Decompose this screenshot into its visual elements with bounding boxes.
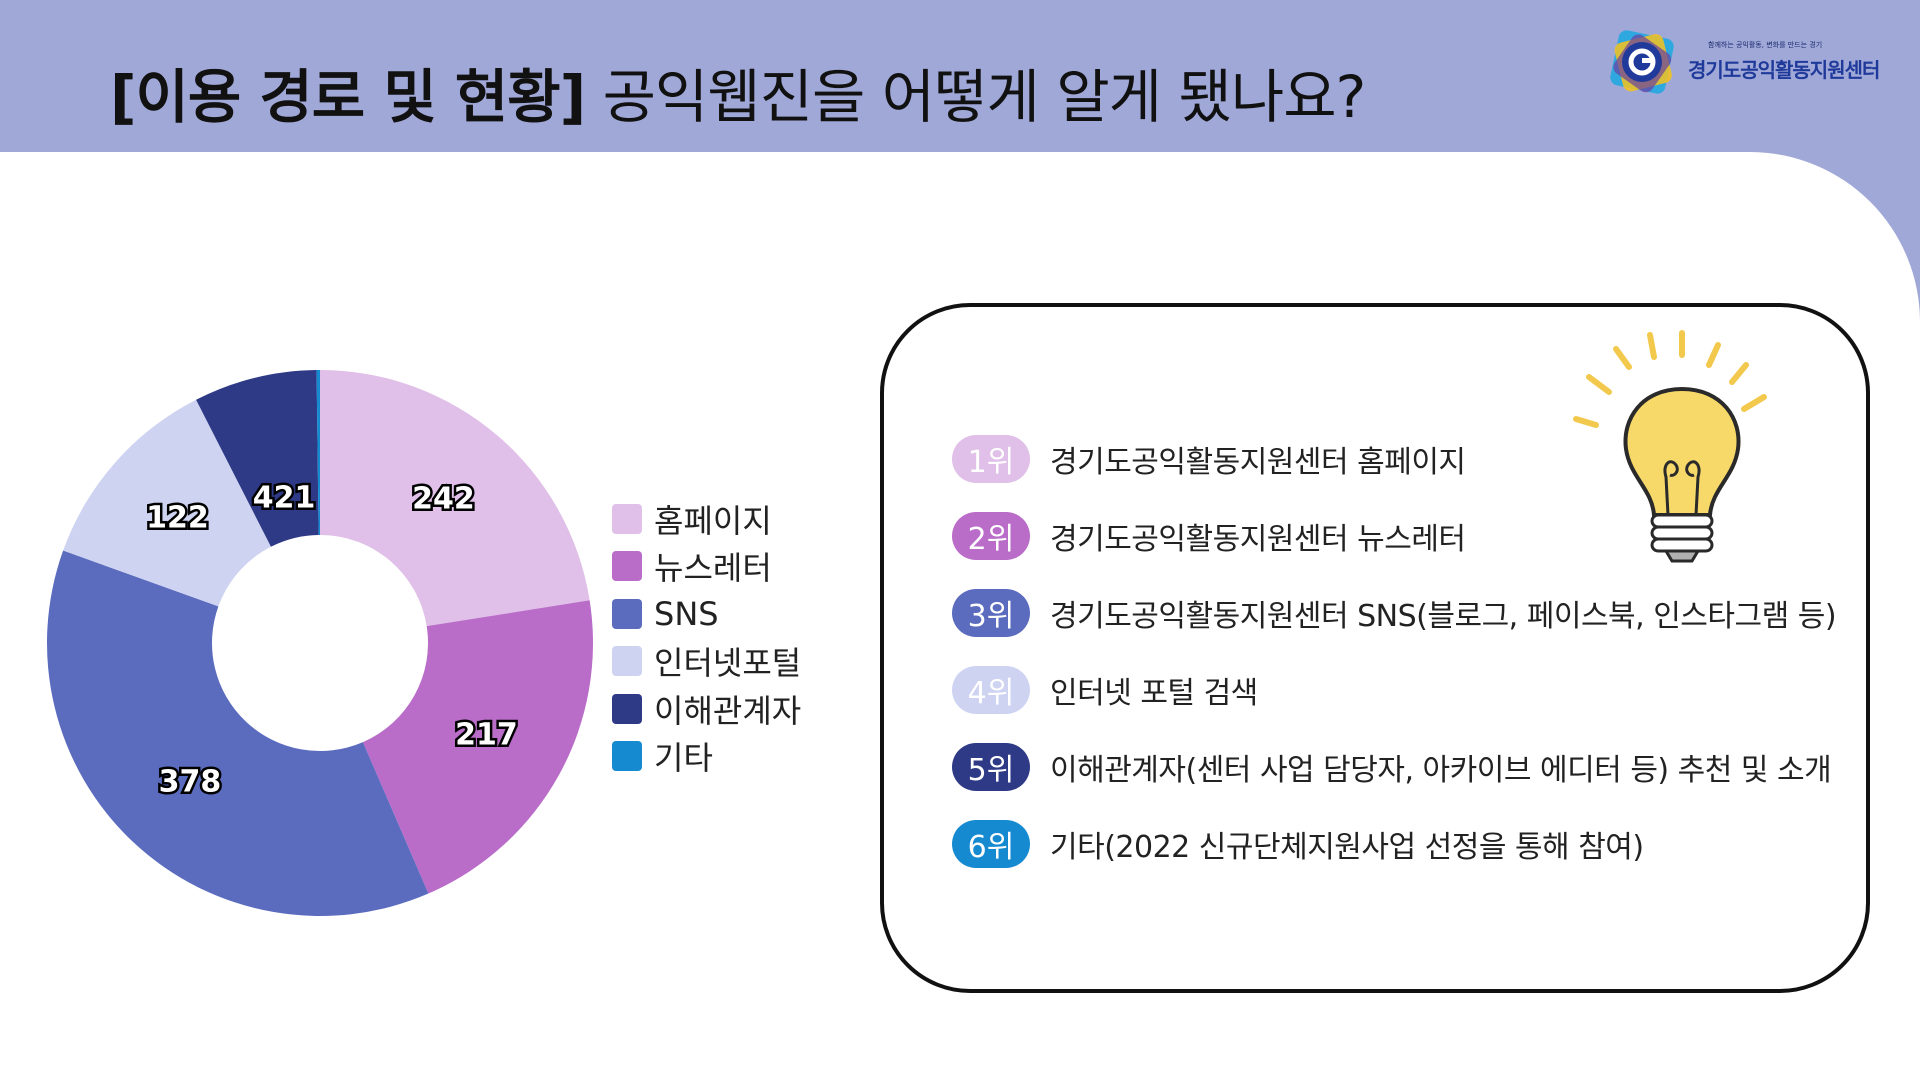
lightbulb-icon <box>1573 330 1767 563</box>
slice-sns <box>47 550 429 916</box>
slice-stakeholder <box>196 370 319 547</box>
legend-label: 기타 <box>654 739 713 778</box>
legend-item-sns: SNS <box>612 590 801 638</box>
legend-swatch <box>612 598 642 629</box>
legend-label: SNS <box>654 594 719 633</box>
rank-row-2: 2위 경기도공익활동지원센터 뉴스레터 <box>952 510 1466 562</box>
legend-swatch <box>612 741 642 772</box>
rank-badge: 6위 <box>952 820 1030 868</box>
rank-row-5: 5위 이해관계자(센터 사업 담당자, 아카이브 에디터 등) 추천 및 소개 <box>952 741 1832 793</box>
ranking-panel: 1위 경기도공익활동지원센터 홈페이지 2위 경기도공익활동지원센터 뉴스레터 … <box>880 303 1870 993</box>
donut-chart: 242 217 378 122 421 <box>47 370 593 916</box>
rank-text: 기타(2022 신규단체지원사업 선정을 통해 참여) <box>1050 830 1644 865</box>
logo-name: 경기도공익활동지원센터 <box>1688 58 1880 82</box>
rank-row-3: 3위 경기도공익활동지원센터 SNS(블로그, 페이스북, 인스타그램 등) <box>952 587 1837 639</box>
slice-other <box>316 370 320 536</box>
rank-row-4: 4위 인터넷 포털 검색 <box>952 664 1258 716</box>
slice-newsletter <box>362 600 593 894</box>
rank-text: 경기도공익활동지원센터 뉴스레터 <box>1050 522 1466 557</box>
legend-label: 뉴스레터 <box>654 549 772 588</box>
legend-item-portal: 인터넷포털 <box>612 638 801 686</box>
legend-item-other: 기타 <box>612 733 801 781</box>
center-logo-icon <box>1610 30 1674 94</box>
rank-badge: 1위 <box>952 435 1030 483</box>
slice-portal <box>63 399 271 607</box>
rank-badge: 3위 <box>952 589 1030 637</box>
legend-swatch <box>612 503 642 534</box>
title-rest: 공익웹진을 어떻게 알게 됐나요? <box>602 63 1367 131</box>
chart-legend: 홈페이지 뉴스레터 SNS 인터넷포털 이해관계자 기타 <box>612 495 801 780</box>
center-logo: 함께하는 공익활동, 변화를 만드는 경기 경기도공익활동지원센터 <box>1608 28 1898 98</box>
slice-value-label: 378 <box>159 765 222 800</box>
legend-item-stakeholder: 이해관계자 <box>612 685 801 733</box>
rank-text: 이해관계자(센터 사업 담당자, 아카이브 에디터 등) 추천 및 소개 <box>1050 753 1832 788</box>
rank-text: 경기도공익활동지원센터 SNS(블로그, 페이스북, 인스타그램 등) <box>1050 599 1837 634</box>
slice-homepage <box>320 370 590 627</box>
rank-badge: 4위 <box>952 666 1030 714</box>
slice-value-label: 242 <box>412 482 475 517</box>
rank-row-6: 6위 기타(2022 신규단체지원사업 선정을 통해 참여) <box>952 818 1644 870</box>
legend-item-homepage: 홈페이지 <box>612 495 801 543</box>
title-bold: [이용 경로 및 현황] <box>110 63 586 131</box>
legend-label: 이해관계자 <box>654 691 802 730</box>
rank-text: 인터넷 포털 검색 <box>1050 676 1258 711</box>
rank-row-1: 1위 경기도공익활동지원센터 홈페이지 <box>952 433 1466 485</box>
rank-badge: 5위 <box>952 743 1030 791</box>
legend-swatch <box>612 646 642 677</box>
legend-label: 인터넷포털 <box>654 644 802 683</box>
legend-swatch <box>612 693 642 724</box>
header-band: [이용 경로 및 현황] 공익웹진을 어떻게 알게 됐나요? 함께하는 공익활동… <box>0 0 1920 152</box>
slice-value-label: 217 <box>455 718 518 753</box>
legend-label: 홈페이지 <box>654 501 772 540</box>
slice-value-label: 421 <box>253 480 316 515</box>
page-title: [이용 경로 및 현황] 공익웹진을 어떻게 알게 됐나요? <box>110 50 1367 134</box>
rank-text: 경기도공익활동지원센터 홈페이지 <box>1050 445 1466 480</box>
legend-swatch <box>612 551 642 582</box>
legend-item-newsletter: 뉴스레터 <box>612 543 801 591</box>
logo-tagline: 함께하는 공익활동, 변화를 만드는 경기 <box>1708 41 1823 49</box>
slice-value-label: 122 <box>146 500 209 535</box>
rank-badge: 2위 <box>952 512 1030 560</box>
